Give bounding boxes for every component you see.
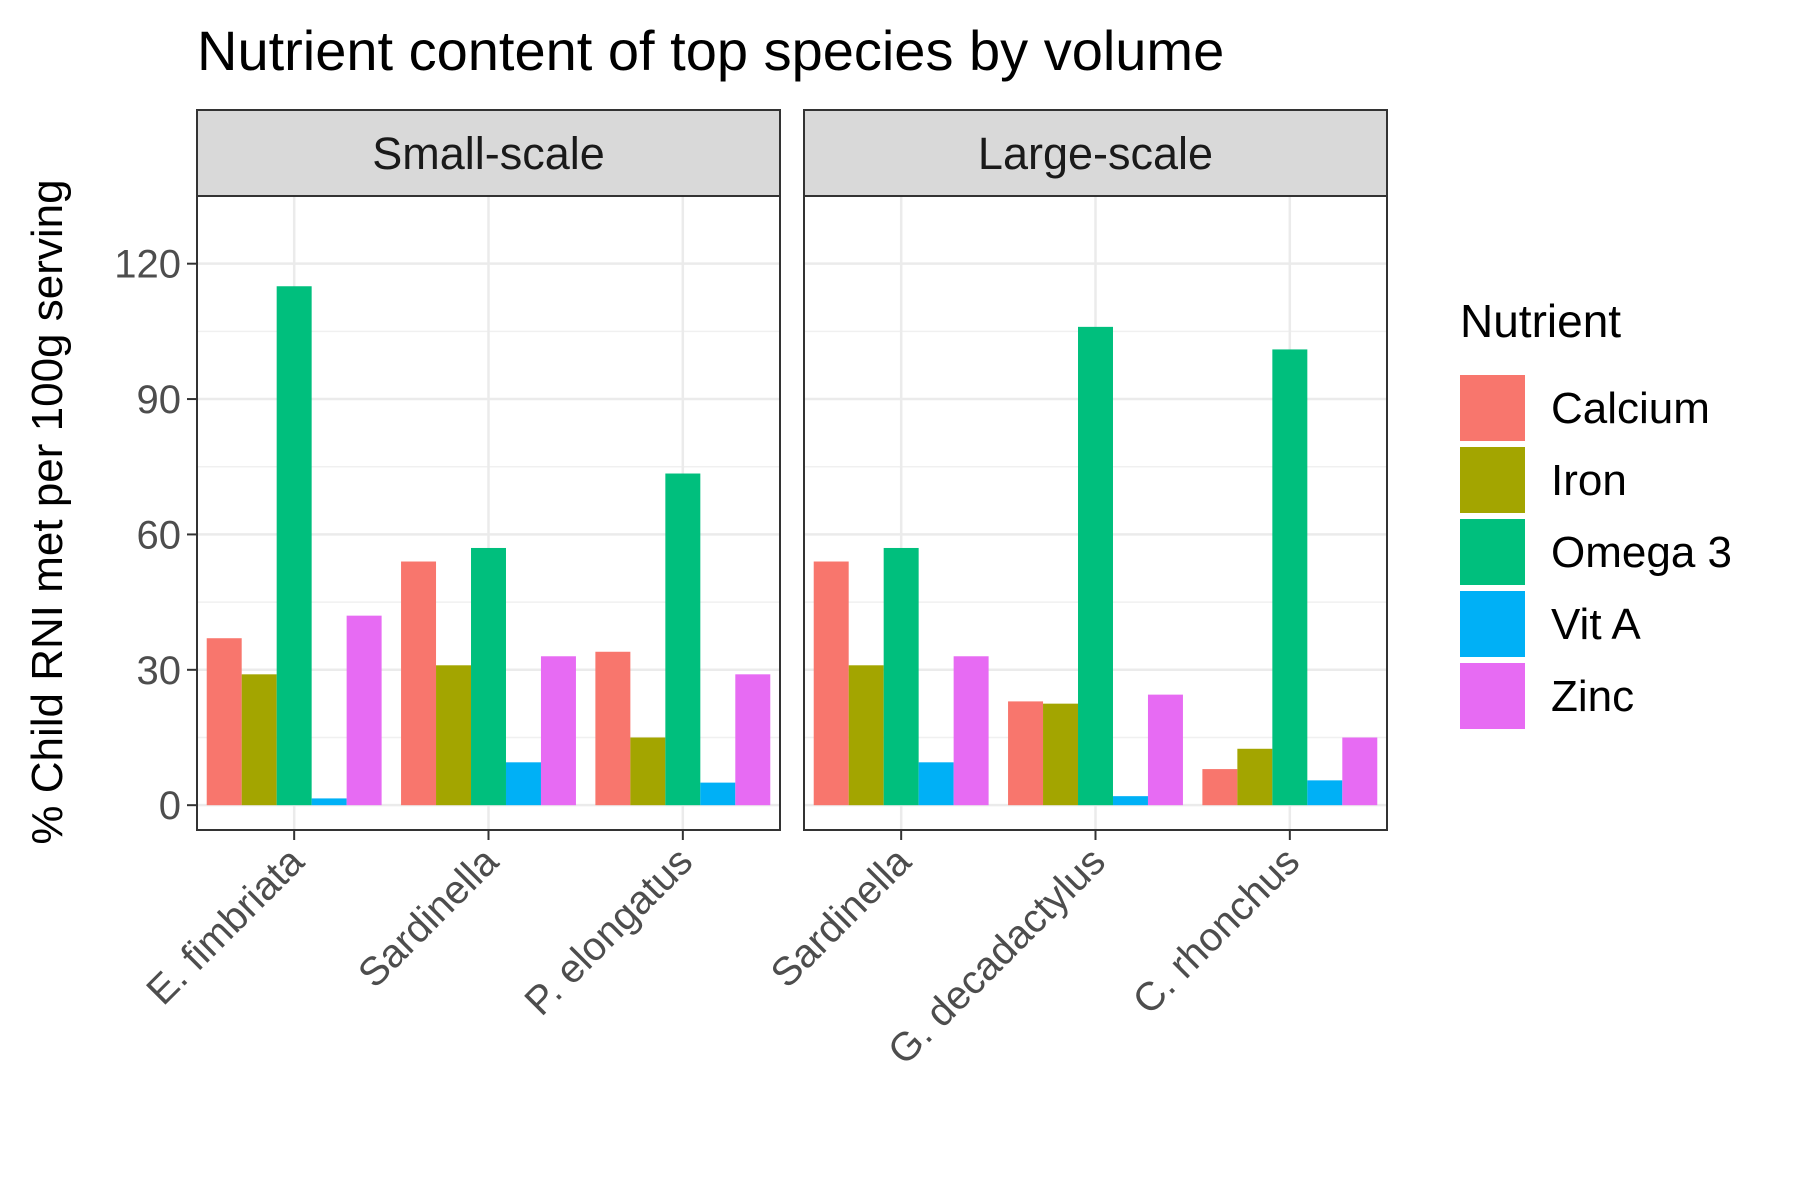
bar-calcium-0 bbox=[813, 561, 849, 806]
legend-label: Zinc bbox=[1551, 672, 1634, 721]
bar-vit-a-2 bbox=[1307, 780, 1343, 806]
bar-zinc-0 bbox=[953, 656, 989, 806]
x-tick-label: E. fimbriata bbox=[138, 839, 313, 1014]
y-tick-label: 0 bbox=[159, 784, 181, 828]
legend-key-zinc bbox=[1460, 663, 1525, 729]
facet-strip-label: Small-scale bbox=[372, 128, 605, 179]
bar-iron-0 bbox=[241, 674, 277, 806]
y-tick-label: 30 bbox=[137, 649, 182, 693]
x-tick-label: Sardinella bbox=[763, 839, 920, 996]
bar-iron-0 bbox=[848, 665, 884, 806]
x-tick-label: C. rhonchus bbox=[1125, 839, 1309, 1023]
facet-panel-0: Small-scale E. fimbriata Sardinella P. elon… bbox=[114, 109, 781, 1024]
legend-key-calcium bbox=[1460, 375, 1525, 441]
bar-vit-a-0 bbox=[311, 798, 347, 806]
legend-label: Calcium bbox=[1551, 384, 1710, 433]
x-tick-label: P. elongatus bbox=[516, 839, 701, 1024]
legend-key-iron bbox=[1460, 447, 1525, 513]
legend-title: Nutrient bbox=[1460, 295, 1621, 347]
chart-title: Nutrient content of top species by volum… bbox=[197, 19, 1224, 82]
bar-calcium-2 bbox=[595, 651, 631, 806]
legend-key-vit-a bbox=[1460, 591, 1525, 657]
bar-omega-3-0 bbox=[883, 547, 919, 806]
bar-zinc-0 bbox=[346, 615, 382, 806]
bar-omega-3-1 bbox=[471, 547, 506, 806]
bar-iron-2 bbox=[1237, 748, 1273, 806]
bar-calcium-1 bbox=[1008, 701, 1044, 806]
bar-iron-1 bbox=[1043, 703, 1079, 806]
legend: Nutrient Calcium Iron Omega 3 Vit A Zinc bbox=[1460, 295, 1732, 729]
bar-vit-a-2 bbox=[700, 782, 736, 806]
bar-vit-a-1 bbox=[505, 762, 541, 806]
bar-iron-2 bbox=[630, 737, 666, 806]
legend-label: Vit A bbox=[1551, 600, 1641, 649]
bar-calcium-0 bbox=[206, 638, 242, 806]
facet-strip bbox=[803, 109, 1388, 197]
bar-vit-a-0 bbox=[918, 762, 954, 806]
bar-omega-3-1 bbox=[1078, 326, 1113, 806]
legend-key-omega-3 bbox=[1460, 519, 1525, 585]
facet-strip-label: Large-scale bbox=[978, 128, 1213, 179]
y-tick-label: 120 bbox=[114, 243, 181, 287]
bar-vit-a-1 bbox=[1112, 796, 1148, 806]
bar-omega-3-0 bbox=[276, 286, 312, 806]
bar-calcium-1 bbox=[401, 561, 437, 806]
bar-iron-1 bbox=[436, 665, 472, 806]
bar-zinc-1 bbox=[1147, 694, 1183, 806]
legend-label: Omega 3 bbox=[1551, 528, 1732, 577]
y-axis-title: % Child RNI met per 100g serving bbox=[23, 179, 72, 844]
bar-omega-3-2 bbox=[665, 473, 701, 806]
bar-zinc-2 bbox=[1342, 737, 1378, 806]
x-tick-label: Sardinella bbox=[350, 839, 507, 996]
y-tick-label: 90 bbox=[137, 378, 182, 422]
y-tick-label: 60 bbox=[137, 513, 182, 557]
facet-strip bbox=[196, 109, 781, 197]
legend-label: Iron bbox=[1551, 456, 1627, 505]
bar-zinc-1 bbox=[540, 656, 576, 806]
bar-calcium-2 bbox=[1202, 769, 1238, 806]
bar-zinc-2 bbox=[735, 674, 771, 806]
bar-omega-3-2 bbox=[1272, 349, 1308, 806]
